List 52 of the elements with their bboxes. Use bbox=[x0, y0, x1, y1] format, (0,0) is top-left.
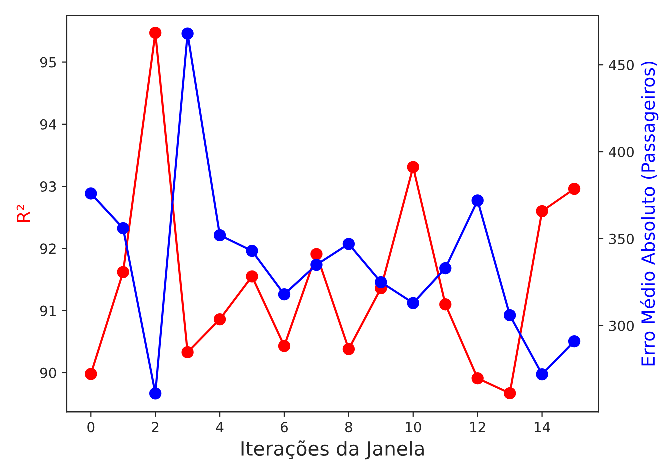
y2-tick-label: 300 bbox=[609, 320, 634, 332]
x-tick-label: 10 bbox=[406, 422, 422, 433]
point bbox=[504, 387, 516, 400]
point bbox=[342, 238, 356, 250]
point bbox=[214, 313, 226, 326]
point bbox=[568, 182, 581, 196]
point bbox=[85, 188, 98, 200]
point bbox=[246, 245, 258, 258]
point bbox=[278, 340, 291, 352]
point bbox=[310, 248, 323, 260]
point bbox=[310, 258, 323, 272]
x-tick-label: 8 bbox=[345, 422, 352, 433]
x-tick-label: 14 bbox=[534, 422, 550, 432]
point bbox=[568, 335, 581, 348]
point bbox=[85, 368, 98, 380]
y2-axis-title: Erro Médio Absoluto (Passageiros) bbox=[640, 62, 659, 366]
y2-tick-label: 350 bbox=[609, 234, 634, 244]
y-tick-label: 91 bbox=[40, 306, 56, 316]
point bbox=[182, 28, 194, 40]
point bbox=[117, 222, 130, 235]
x-tick-label: 4 bbox=[216, 422, 224, 432]
y-tick-label: 93 bbox=[40, 182, 56, 192]
point bbox=[375, 276, 388, 288]
x-axis-title: Iterações da Janela bbox=[242, 440, 424, 460]
y-tick-label: 92 bbox=[40, 244, 56, 254]
point bbox=[150, 27, 162, 40]
y-tick-label: 95 bbox=[40, 57, 56, 68]
x-tick-label: 0 bbox=[88, 422, 95, 433]
point bbox=[472, 372, 484, 385]
point bbox=[440, 298, 452, 311]
point bbox=[214, 229, 226, 242]
y-tick-label: 90 bbox=[40, 368, 56, 378]
y-tick-label: 94 bbox=[40, 119, 56, 130]
point bbox=[342, 343, 356, 356]
y2-tick-label: 450 bbox=[609, 60, 634, 71]
point bbox=[536, 205, 548, 218]
point bbox=[150, 388, 162, 400]
point bbox=[407, 297, 420, 310]
y2-tick-label: 400 bbox=[609, 146, 634, 158]
point bbox=[117, 266, 130, 278]
point bbox=[278, 288, 291, 301]
point bbox=[440, 262, 452, 275]
x-tick-label: 2 bbox=[152, 422, 159, 432]
point bbox=[246, 270, 258, 283]
x-tick-label: 12 bbox=[470, 422, 486, 432]
point bbox=[182, 346, 194, 359]
y-axis-title: R² bbox=[16, 205, 30, 222]
point bbox=[407, 161, 420, 174]
x-tick-label: 6 bbox=[281, 422, 288, 433]
point bbox=[472, 194, 484, 207]
point bbox=[504, 309, 516, 322]
point bbox=[536, 368, 548, 381]
